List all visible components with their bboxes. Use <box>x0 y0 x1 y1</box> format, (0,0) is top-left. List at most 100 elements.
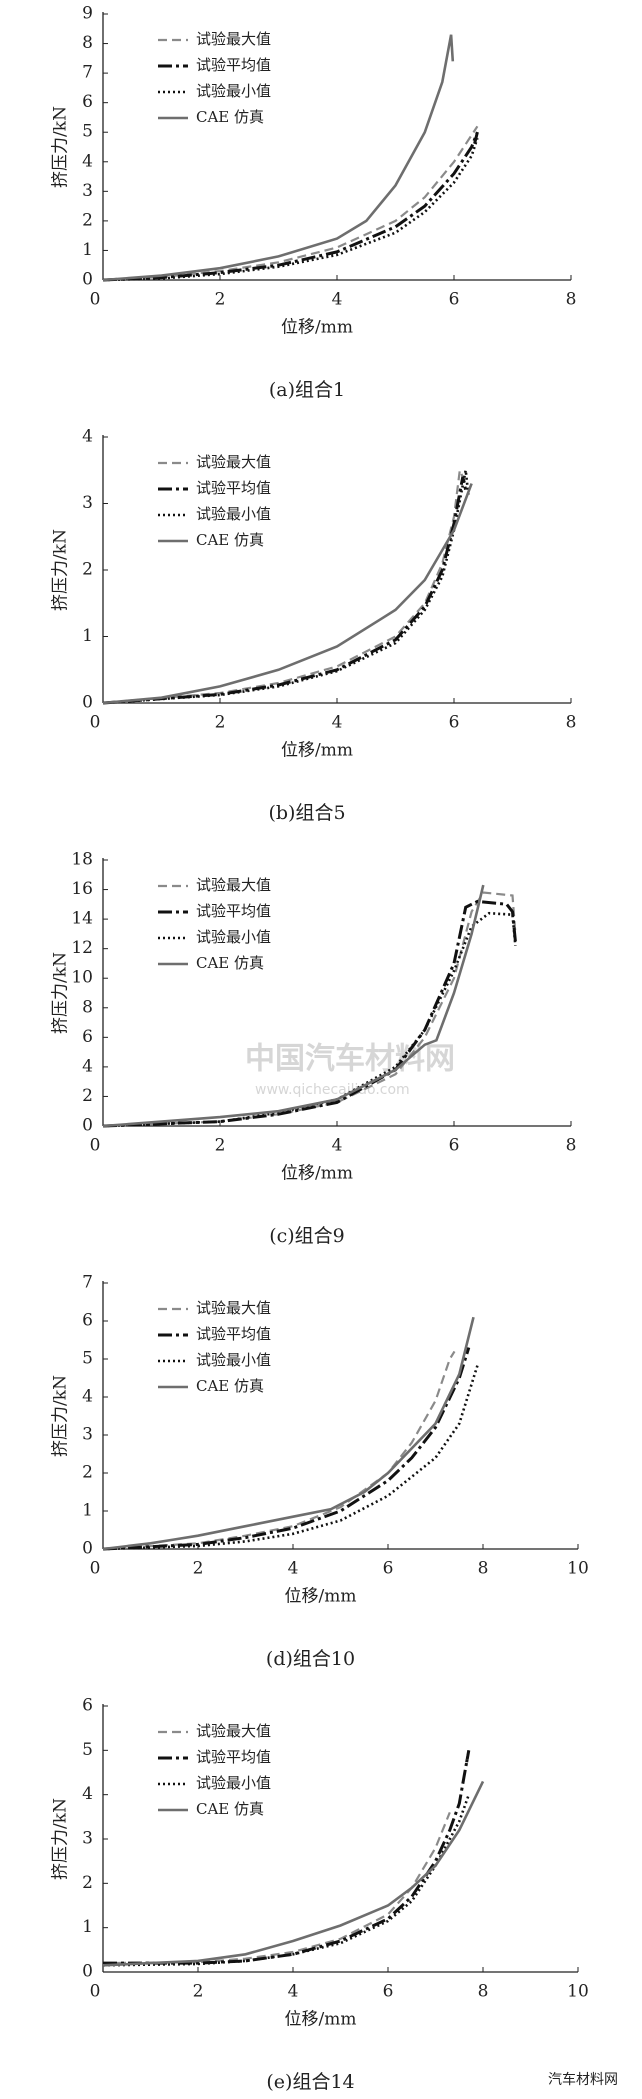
legend-label: CAE 仿真 <box>196 1800 264 1818</box>
caption: (e)组合14 <box>266 2071 354 2093</box>
series-line <box>102 483 473 705</box>
series-line <box>102 1794 471 1967</box>
y-tick-label: 1 <box>82 1917 93 1937</box>
y-tick-label: 4 <box>82 427 93 447</box>
y-tick-label: 4 <box>82 1387 93 1407</box>
x-tick-label: 6 <box>449 290 460 310</box>
y-tick-label: 18 <box>71 850 93 870</box>
legend-label: 试验最小值 <box>196 82 271 100</box>
y-tick-label: 2 <box>82 560 93 580</box>
series-line <box>102 466 467 705</box>
x-tick-label: 8 <box>566 290 577 310</box>
x-tick-label: 10 <box>567 1559 589 1579</box>
x-tick-label: 8 <box>566 713 577 733</box>
y-axis-label: 挤压力/kN <box>51 952 71 1034</box>
legend-label: 试验最小值 <box>196 928 271 946</box>
x-axis-label: 位移/mm <box>285 1587 357 1607</box>
y-tick-label: 5 <box>82 1349 93 1369</box>
y-tick-label: 2 <box>82 210 93 230</box>
y-tick-label: 7 <box>82 1273 93 1293</box>
y-tick-label: 14 <box>71 909 93 929</box>
watermark-url: www.qichecailiao.com <box>255 1082 410 1098</box>
legend-label: 试验平均值 <box>196 56 271 74</box>
chart: 0 1 2 3 4 5 6 7 0 2 4 6 8 10 位移/mm 挤压力/kN (d)组合10 试验最大值试验… <box>51 1273 589 1671</box>
y-tick-label: 2 <box>82 1463 93 1483</box>
y-tick-label: 3 <box>82 493 93 513</box>
series-line <box>102 34 455 282</box>
y-axis-label: 挤压力/kN <box>51 529 71 611</box>
x-tick-label: 8 <box>478 1559 489 1579</box>
caption: (b)组合5 <box>268 802 345 824</box>
series-line <box>102 470 470 705</box>
y-axis-label: 挤压力/kN <box>51 1798 71 1880</box>
y-tick-label: 6 <box>82 92 93 112</box>
x-tick-label: 2 <box>215 290 226 310</box>
x-axis-label: 位移/mm <box>281 1164 353 1184</box>
y-tick-label: 4 <box>82 151 93 171</box>
legend-label: 试验最小值 <box>196 1774 271 1792</box>
x-axis-label: 位移/mm <box>281 741 353 761</box>
y-axis-label: 挤压力/kN <box>51 106 71 188</box>
x-tick-label: 2 <box>193 1982 204 2002</box>
legend-label: 试验平均值 <box>196 902 271 920</box>
series-line <box>102 131 479 282</box>
chart: 0 2 4 6 8 10 12 14 16 18 0 2 4 6 8 位移/mm 挤压力/kN (c)组合9 试验最… <box>51 850 577 1248</box>
chart: 0 1 2 3 4 0 2 4 6 8 位移/mm 挤压力/kN (b)组合5 试验最大值试验平均值试验最… <box>51 427 577 825</box>
y-tick-label: 5 <box>82 122 93 142</box>
series-line <box>102 1347 471 1551</box>
x-tick-label: 0 <box>90 1559 101 1579</box>
x-tick-label: 0 <box>90 1982 101 2002</box>
footer-logo: 汽车材料网 <box>548 2071 618 2088</box>
x-tick-label: 2 <box>193 1559 204 1579</box>
y-tick-label: 16 <box>71 879 93 899</box>
y-tick-label: 7 <box>82 63 93 83</box>
x-tick-label: 4 <box>332 290 343 310</box>
legend-label: 试验平均值 <box>196 479 271 497</box>
y-tick-label: 1 <box>82 626 93 646</box>
y-tick-label: 12 <box>71 938 93 958</box>
y-tick-label: 4 <box>82 1056 93 1076</box>
legend-label: CAE 仿真 <box>196 954 264 972</box>
x-axis-label: 位移/mm <box>281 318 353 338</box>
y-tick-label: 6 <box>82 1696 93 1716</box>
series-line <box>102 125 479 282</box>
x-tick-label: 6 <box>449 1136 460 1156</box>
y-tick-label: 8 <box>82 33 93 53</box>
legend-label: 试验最大值 <box>196 1722 271 1740</box>
series-line <box>102 884 485 1128</box>
y-tick-label: 3 <box>82 181 93 201</box>
y-tick-label: 5 <box>82 1740 93 1760</box>
series-line <box>102 911 517 1128</box>
legend-label: 试验最大值 <box>196 1299 271 1317</box>
y-tick-label: 3 <box>82 1425 93 1445</box>
caption: (c)组合9 <box>269 1225 345 1247</box>
legend-label: CAE 仿真 <box>196 108 264 126</box>
y-tick-label: 6 <box>82 1311 93 1331</box>
series-line <box>102 137 479 282</box>
series-line <box>102 1780 485 1967</box>
series-line <box>102 1362 480 1551</box>
x-tick-label: 6 <box>383 1559 394 1579</box>
series-line <box>102 899 517 1128</box>
x-tick-label: 4 <box>332 713 343 733</box>
x-tick-label: 8 <box>566 1136 577 1156</box>
legend-label: 试验平均值 <box>196 1325 271 1343</box>
x-tick-label: 4 <box>332 1136 343 1156</box>
chart: 0 1 2 3 4 5 6 7 8 9 0 2 4 6 8 位移/mm 挤压力/kN (a)组合1 试验最大值试验平… <box>51 4 577 402</box>
y-tick-label: 0 <box>82 693 93 713</box>
x-tick-label: 4 <box>288 1559 299 1579</box>
legend-label: 试验平均值 <box>196 1748 271 1766</box>
y-tick-label: 4 <box>82 1784 93 1804</box>
y-tick-label: 3 <box>82 1829 93 1849</box>
x-axis-label: 位移/mm <box>285 2010 357 2030</box>
y-tick-label: 0 <box>82 1116 93 1136</box>
y-tick-label: 0 <box>82 270 93 290</box>
y-tick-label: 2 <box>82 1873 93 1893</box>
series-line <box>102 1316 475 1551</box>
x-tick-label: 2 <box>215 1136 226 1156</box>
legend-label: 试验最小值 <box>196 505 271 523</box>
series-line <box>103 1750 471 1965</box>
x-tick-label: 8 <box>478 1982 489 2002</box>
series-line <box>102 1811 451 1965</box>
